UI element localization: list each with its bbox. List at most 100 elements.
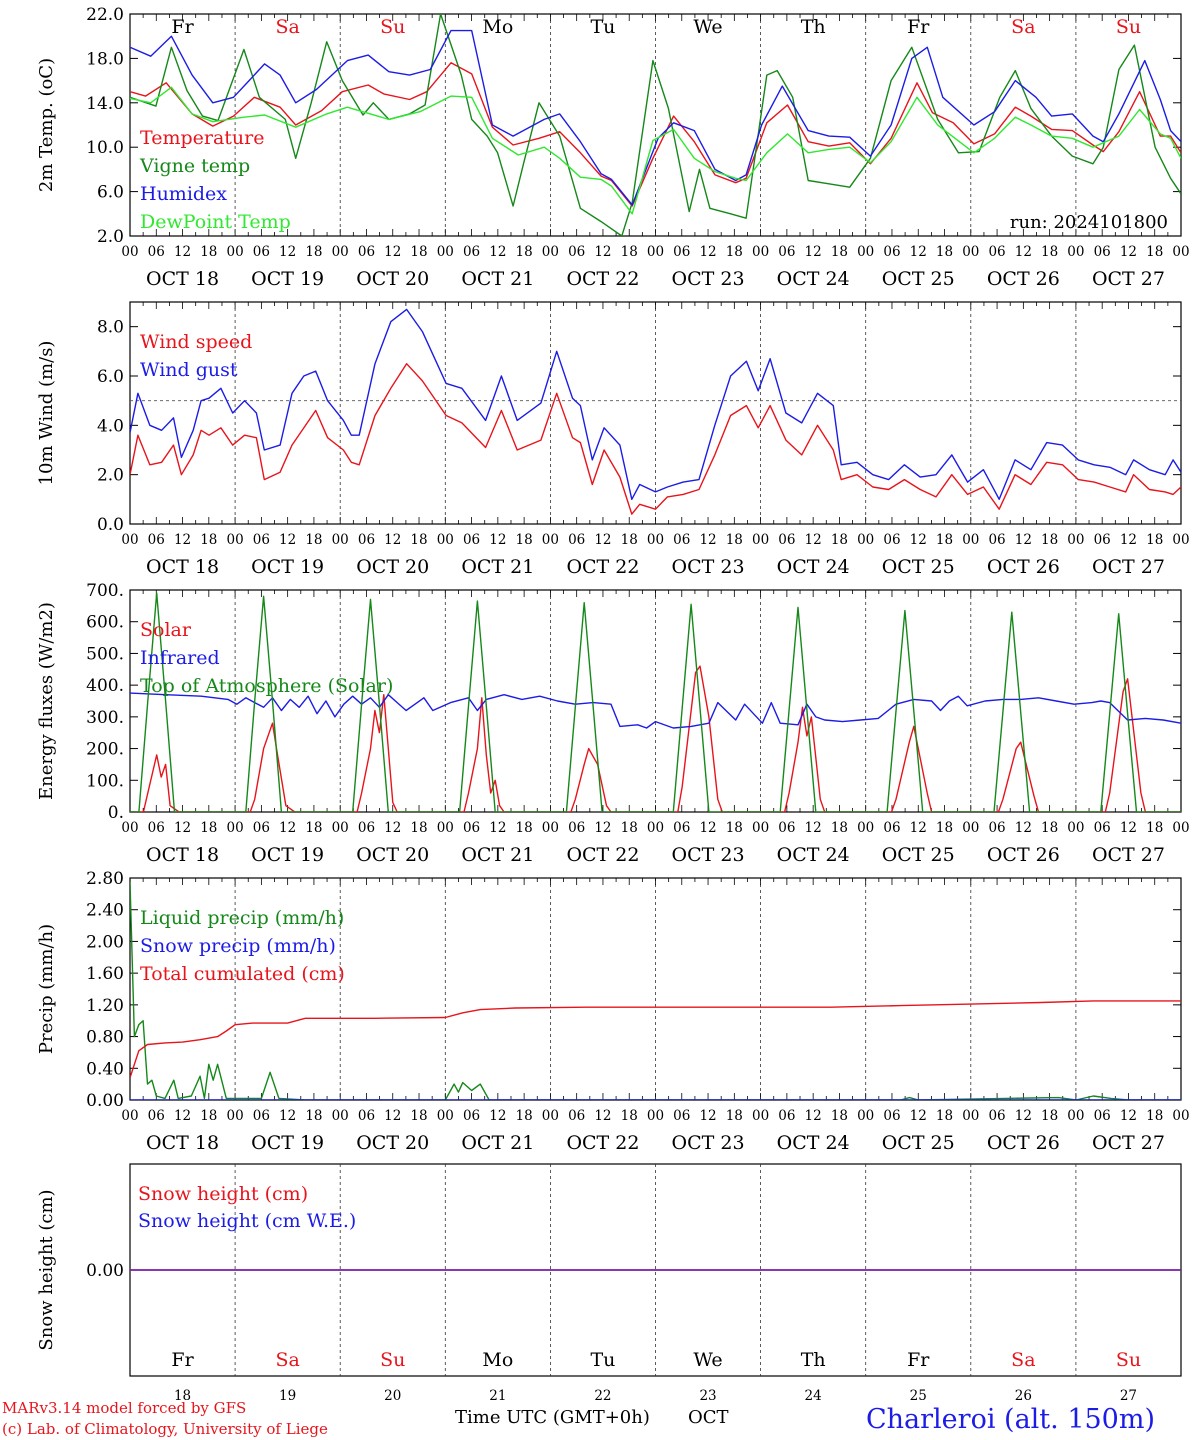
- x-hour-label: 18: [621, 532, 638, 548]
- x-hour-label: 18: [936, 820, 953, 836]
- x-hour-label: 00: [752, 532, 769, 548]
- x-hour-label: 00: [437, 820, 454, 836]
- day-name-top: We: [693, 16, 722, 38]
- x-hour-label: 12: [1120, 1108, 1137, 1124]
- x-hour-label: 18: [1146, 532, 1163, 548]
- day-number: 27: [1120, 1388, 1137, 1404]
- x-date-label: OCT 27: [1092, 1132, 1165, 1154]
- y-tick-label: 300.: [86, 708, 124, 728]
- y-tick-label: 0.00: [86, 1091, 124, 1111]
- y-tick-label: 500.: [86, 644, 124, 664]
- x-hour-label: 12: [384, 1108, 401, 1124]
- x-date-label: OCT 25: [882, 844, 955, 866]
- x-hour-label: 12: [279, 532, 296, 548]
- x-hour-label: 06: [988, 820, 1005, 836]
- x-date-label: OCT 22: [566, 556, 639, 578]
- x-hour-label: 00: [647, 532, 664, 548]
- x-date-label: OCT 18: [146, 844, 219, 866]
- x-date-label: OCT 26: [987, 1132, 1060, 1154]
- x-date-label: OCT 24: [777, 844, 850, 866]
- x-hour-label: 00: [857, 532, 874, 548]
- x-hour-label: 00: [437, 1108, 454, 1124]
- panel-precip: 0.00 0.40 0.80 1.20 1.60 2.00 2.40 2.80 Precip (…: [36, 869, 1190, 1154]
- series-line-red: [130, 1000, 1181, 1079]
- day-number: 22: [594, 1388, 611, 1404]
- series-line-blue: [130, 29, 1181, 206]
- x-hour-label: 12: [594, 820, 611, 836]
- x-hour-label: 06: [253, 1108, 270, 1124]
- x-hour-label: 12: [805, 820, 822, 836]
- x-date-label: OCT 25: [882, 1132, 955, 1154]
- x-hour-label: 00: [1172, 1108, 1189, 1124]
- y-tick-label: 0.40: [86, 1059, 124, 1079]
- x-hour-label: 06: [253, 532, 270, 548]
- x-hour-label: 18: [936, 532, 953, 548]
- x-hour-label: 18: [1146, 1108, 1163, 1124]
- x-date-label: OCT 19: [251, 844, 324, 866]
- y-tick-label: 6.0: [97, 367, 124, 387]
- x-hour-label: 18: [621, 1108, 638, 1124]
- x-date-label: OCT 24: [777, 1132, 850, 1154]
- y-tick-label: 8.0: [97, 318, 124, 338]
- y-tick-label: 6.0: [97, 183, 124, 203]
- legend-entry: Top of Atmosphere (Solar): [140, 675, 393, 697]
- day-name-top: Sa: [1011, 16, 1035, 38]
- x-hour-label: 00: [121, 244, 138, 260]
- x-hour-label: 00: [437, 532, 454, 548]
- x-hour-label: 06: [883, 1108, 900, 1124]
- x-hour-label: 12: [805, 1108, 822, 1124]
- x-hour-label: 06: [463, 244, 480, 260]
- x-date-label: OCT 21: [461, 268, 534, 290]
- x-hour-label: 18: [936, 1108, 953, 1124]
- legend-entry: Wind speed: [140, 331, 252, 353]
- y-axis-label: 10m Wind (m/s): [36, 341, 57, 486]
- x-hour-label: 00: [542, 820, 559, 836]
- day-name-bottom: Sa: [1011, 1349, 1035, 1371]
- run-label: run: 2024101800: [1010, 212, 1168, 233]
- x-hour-label: 18: [305, 532, 322, 548]
- x-hour-label: 00: [332, 1108, 349, 1124]
- x-hour-label: 12: [279, 820, 296, 836]
- y-tick-label: 600.: [86, 613, 124, 633]
- x-hour-label: 00: [227, 1108, 244, 1124]
- x-hour-label: 12: [699, 244, 716, 260]
- x-hour-label: 00: [1172, 244, 1189, 260]
- series-line-lightgreen: [130, 86, 1181, 215]
- x-hour-label: 00: [1172, 532, 1189, 548]
- x-hour-label: 12: [699, 1108, 716, 1124]
- x-hour-label: 06: [1094, 532, 1111, 548]
- x-hour-label: 06: [148, 244, 165, 260]
- x-hour-label: 12: [174, 820, 191, 836]
- x-hour-label: 06: [883, 820, 900, 836]
- x-date-label: OCT 20: [356, 1132, 429, 1154]
- x-hour-label: 12: [1120, 244, 1137, 260]
- x-date-label: OCT 20: [356, 556, 429, 578]
- x-date-label: OCT 22: [566, 268, 639, 290]
- y-tick-label: 0.00: [86, 1261, 124, 1281]
- day-name-top: Mo: [482, 16, 513, 38]
- x-hour-label: 06: [253, 244, 270, 260]
- x-hour-label: 18: [1041, 820, 1058, 836]
- panel-snow: 0.00 Snow height (cm) Snow height (cm) Snow…: [36, 1163, 1182, 1377]
- y-tick-label: 2.80: [86, 869, 124, 889]
- x-hour-label: 18: [410, 1108, 427, 1124]
- x-hour-label: 18: [516, 820, 533, 836]
- x-hour-label: 06: [778, 532, 795, 548]
- x-hour-label: 00: [542, 1108, 559, 1124]
- x-hour-label: 00: [857, 1108, 874, 1124]
- legend-entry: DewPoint Temp: [140, 211, 291, 233]
- day-name-bottom: Su: [380, 1349, 405, 1371]
- x-hour-label: 00: [1067, 244, 1084, 260]
- day-name-bottom: Fr: [907, 1349, 930, 1371]
- x-hour-label: 18: [831, 532, 848, 548]
- x-hour-label: 00: [227, 532, 244, 548]
- y-tick-label: 2.00: [86, 932, 124, 952]
- legend-entry: Temperature: [140, 127, 264, 149]
- y-tick-label: 0.80: [86, 1028, 124, 1048]
- y-axis-label: Energy fluxes (W/m2): [36, 602, 57, 800]
- panel-energy: 0. 100. 200. 300. 400. 500. 600. 700. Energy flu…: [36, 581, 1190, 866]
- x-date-label: OCT 26: [987, 556, 1060, 578]
- y-tick-label: 1.20: [86, 996, 124, 1016]
- x-hour-label: 06: [883, 532, 900, 548]
